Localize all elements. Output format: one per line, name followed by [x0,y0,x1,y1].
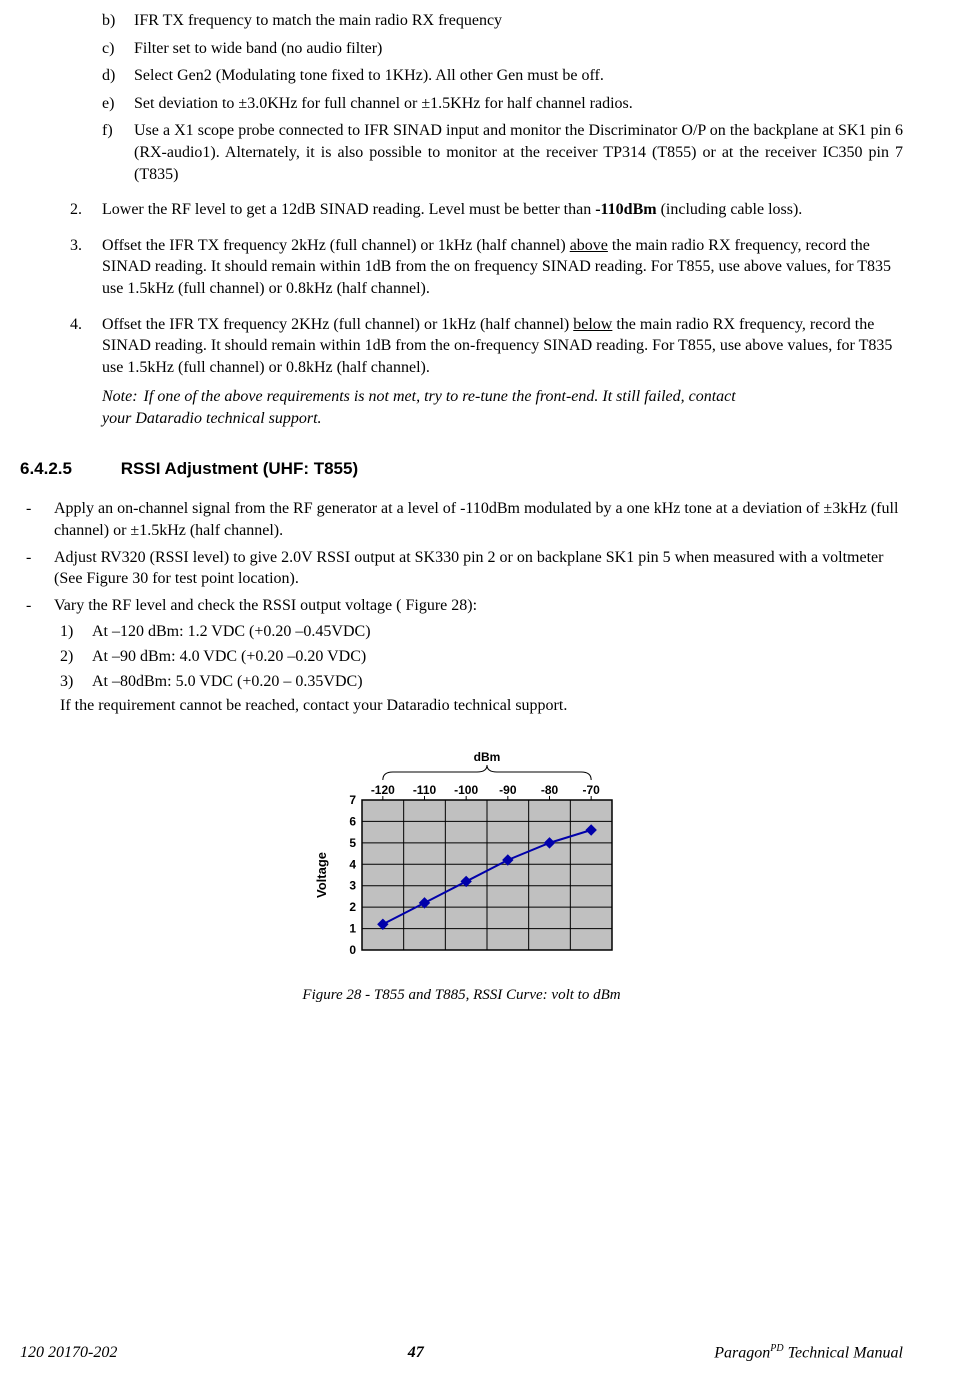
sub-text: Set deviation to ±3.0KHz for full channe… [134,93,903,115]
sub-letter: f) [102,120,134,185]
svg-text:dBm: dBm [473,750,500,764]
dash-text: Vary the RF level and check the RSSI out… [54,595,903,617]
svg-text:-110: -110 [412,783,436,797]
sub-item-f: f) Use a X1 scope probe connected to IFR… [102,120,903,185]
footer-doc-id: 120 20170-202 [20,1342,117,1364]
numbered-list: 2. Lower the RF level to get a 12dB SINA… [70,199,903,378]
heading-number: 6.4.2.5 [20,458,116,481]
dash-item: - Apply an on-channel signal from the RF… [26,498,903,541]
svg-text:2: 2 [349,900,356,914]
dash-item: - Vary the RF level and check the RSSI o… [26,595,903,617]
figure-caption: Figure 28 - T855 and T885, RSSI Curve: v… [20,985,903,1005]
svg-text:-100: -100 [454,783,478,797]
dash-marker: - [26,498,54,541]
rssi-chart: dBm -120 -110 -100 -90 -80 -70 0 1 2 3 4 5 6 7 Voltage [292,745,632,975]
chart-container: dBm-120-110-100-90-80-7001234567Voltage … [20,745,903,1006]
sub-text: Select Gen2 (Modulating tone fixed to 1K… [134,65,903,87]
step-text: Offset the IFR TX frequency 2KHz (full c… [102,314,903,379]
paren-text: At –120 dBm: 1.2 VDC (+0.20 –0.45VDC) [92,621,371,643]
sub-item-c: c) Filter set to wide band (no audio fil… [102,38,903,60]
paren-item: 2) At –90 dBm: 4.0 VDC (+0.20 –0.20 VDC) [60,646,903,668]
paren-text: At –80dBm: 5.0 VDC (+0.20 – 0.35VDC) [92,671,363,693]
note-block: Note:If one of the above requirements is… [102,386,743,429]
paren-num: 1) [60,621,92,643]
sub-letter: d) [102,65,134,87]
step-num: 2. [70,199,102,221]
sub-letter: e) [102,93,134,115]
footer-title: ParagonPD Technical Manual [714,1342,903,1364]
note-text: If one of the above requirements is not … [102,388,736,427]
svg-text:-70: -70 [582,783,600,797]
svg-text:-90: -90 [499,783,517,797]
svg-text:-80: -80 [540,783,558,797]
sub-item-d: d) Select Gen2 (Modulating tone fixed to… [102,65,903,87]
paren-item: 1) At –120 dBm: 1.2 VDC (+0.20 –0.45VDC) [60,621,903,643]
underline-run: below [573,316,612,333]
sub-text: IFR TX frequency to match the main radio… [134,10,903,32]
note-label: Note: [102,388,144,405]
sub-item-e: e) Set deviation to ±3.0KHz for full cha… [102,93,903,115]
lettered-sublist: b) IFR TX frequency to match the main ra… [102,10,903,185]
text-run: Offset the IFR TX frequency 2KHz (full c… [102,316,573,333]
underline-run: above [570,237,608,254]
svg-text:4: 4 [349,857,356,871]
svg-text:6: 6 [349,814,356,828]
paren-item: 3) At –80dBm: 5.0 VDC (+0.20 – 0.35VDC) [60,671,903,693]
svg-text:1: 1 [349,921,356,935]
step-4: 4. Offset the IFR TX frequency 2KHz (ful… [70,314,903,379]
bold-run: -110dBm [595,201,656,218]
text-run: Offset the IFR TX frequency 2kHz (full c… [102,237,570,254]
paren-num: 2) [60,646,92,668]
section-heading: 6.4.2.5 RSSI Adjustment (UHF: T855) [20,458,903,481]
sub-text: Filter set to wide band (no audio filter… [134,38,903,60]
footer-title-pre: Paragon [714,1344,770,1361]
dash-marker: - [26,547,54,590]
sub-text: Use a X1 scope probe connected to IFR SI… [134,120,903,185]
svg-text:Voltage: Voltage [314,852,329,898]
footer-title-sup: PD [770,1343,783,1354]
sub-letter: b) [102,10,134,32]
step-text: Lower the RF level to get a 12dB SINAD r… [102,199,903,221]
paren-num: 3) [60,671,92,693]
text-run: Lower the RF level to get a 12dB SINAD r… [102,201,595,218]
dash-marker: - [26,595,54,617]
svg-text:0: 0 [349,943,356,957]
step-3: 3. Offset the IFR TX frequency 2kHz (ful… [70,235,903,300]
paren-list: 1) At –120 dBm: 1.2 VDC (+0.20 –0.45VDC)… [60,621,903,692]
dash-item: - Adjust RV320 (RSSI level) to give 2.0V… [26,547,903,590]
heading-title: RSSI Adjustment (UHF: T855) [121,459,358,478]
step-text: Offset the IFR TX frequency 2kHz (full c… [102,235,903,300]
footer-title-post: Technical Manual [784,1344,903,1361]
svg-text:7: 7 [349,793,356,807]
svg-text:-120: -120 [370,783,394,797]
dash-list: - Apply an on-channel signal from the RF… [26,498,903,716]
final-text: If the requirement cannot be reached, co… [60,695,903,717]
dash-text: Apply an on-channel signal from the RF g… [54,498,903,541]
svg-text:3: 3 [349,878,356,892]
step-num: 4. [70,314,102,379]
sub-letter: c) [102,38,134,60]
paren-text: At –90 dBm: 4.0 VDC (+0.20 –0.20 VDC) [92,646,366,668]
page-footer: 120 20170-202 47 ParagonPD Technical Man… [20,1342,903,1364]
footer-page-number: 47 [408,1342,424,1364]
text-run: (including cable loss). [657,201,803,218]
step-num: 3. [70,235,102,300]
step-2: 2. Lower the RF level to get a 12dB SINA… [70,199,903,221]
svg-text:5: 5 [349,836,356,850]
sub-item-b: b) IFR TX frequency to match the main ra… [102,10,903,32]
dash-text: Adjust RV320 (RSSI level) to give 2.0V R… [54,547,903,590]
